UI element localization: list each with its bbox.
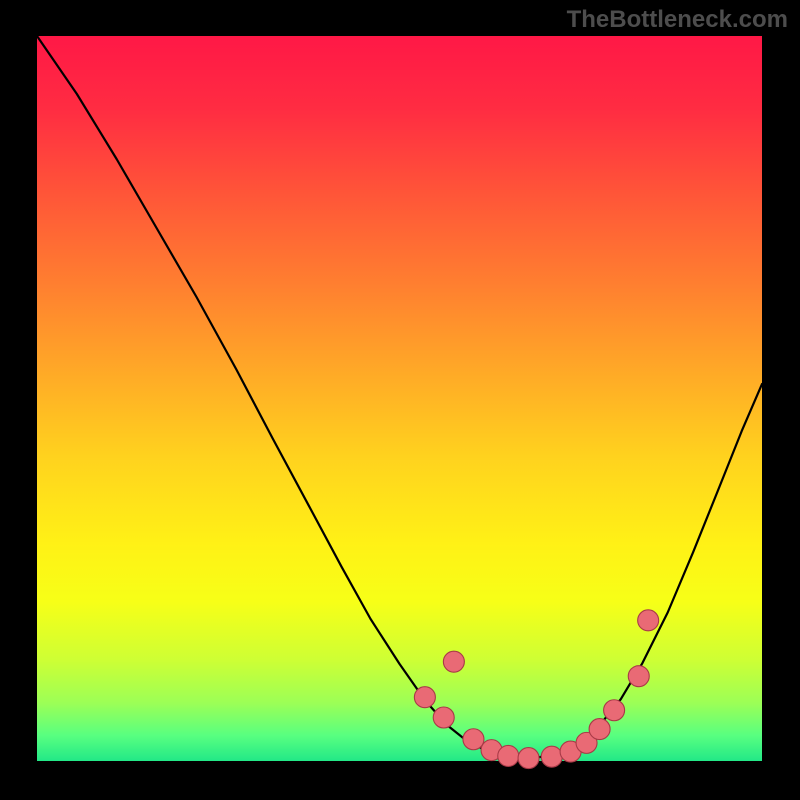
watermark-text: TheBottleneck.com: [567, 6, 788, 34]
plot-area: [37, 36, 762, 761]
figure-root: TheBottleneck.com: [0, 0, 800, 800]
